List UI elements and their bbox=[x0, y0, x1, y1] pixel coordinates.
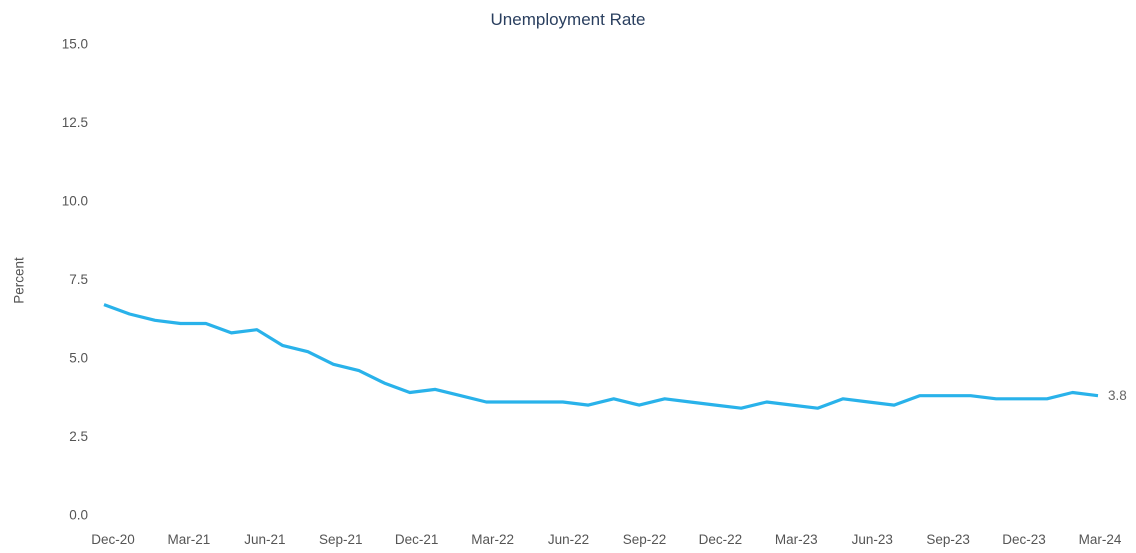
last-value-label: 3.8 bbox=[1108, 388, 1127, 403]
x-tick-label: Sep-23 bbox=[926, 532, 970, 547]
x-tick-label: Jun-23 bbox=[852, 532, 893, 547]
y-tick-label: 0.0 bbox=[69, 508, 88, 523]
x-tick-label: Sep-21 bbox=[319, 532, 363, 547]
y-tick-label: 15.0 bbox=[62, 37, 88, 52]
x-tick-label: Jun-21 bbox=[244, 532, 285, 547]
y-tick-label: 5.0 bbox=[69, 351, 88, 366]
x-tick-label: Sep-22 bbox=[623, 532, 667, 547]
y-tick-label: 2.5 bbox=[69, 429, 88, 444]
x-tick-label: Mar-21 bbox=[168, 532, 211, 547]
x-tick-label: Mar-24 bbox=[1079, 532, 1122, 547]
x-tick-label: Dec-20 bbox=[91, 532, 135, 547]
x-tick-label: Dec-21 bbox=[395, 532, 439, 547]
y-tick-label: 7.5 bbox=[69, 272, 88, 287]
x-tick-label: Dec-23 bbox=[1002, 532, 1046, 547]
x-tick-label: Jun-22 bbox=[548, 532, 589, 547]
x-tick-label: Mar-22 bbox=[471, 532, 514, 547]
y-tick-label: 10.0 bbox=[62, 194, 88, 209]
y-tick-label: 12.5 bbox=[62, 115, 88, 130]
x-tick-label: Dec-22 bbox=[699, 532, 743, 547]
x-tick-label: Mar-23 bbox=[775, 532, 818, 547]
unemployment-rate-line bbox=[103, 303, 1099, 410]
chart-title: Unemployment Rate bbox=[490, 10, 646, 29]
